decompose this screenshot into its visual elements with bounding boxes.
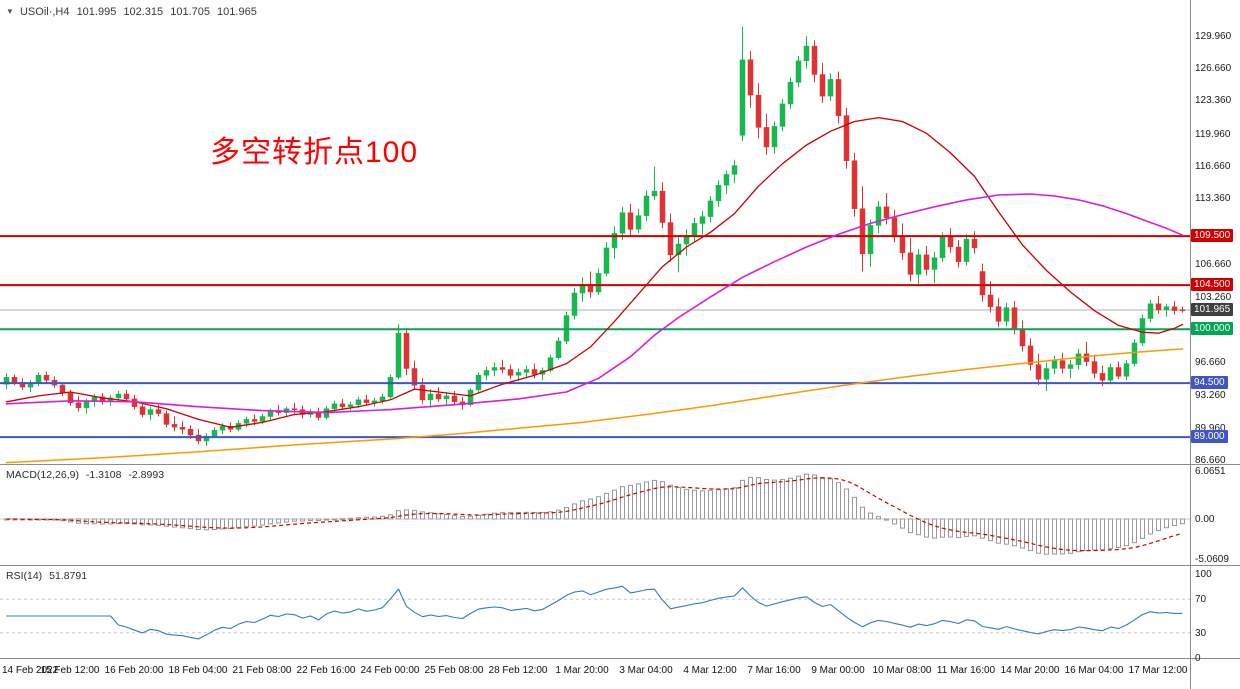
axis-tick-label: 126.660 (1195, 63, 1232, 74)
axis-tick-label: 129.960 (1195, 31, 1232, 42)
rsi-indicator-label: RSI(14) 51.8791 (6, 570, 87, 582)
horizontal-lines (0, 235, 1190, 439)
time-axis-label: 7 Mar 16:00 (747, 665, 801, 676)
axis-tick-label: 103.260 (1195, 292, 1232, 303)
chart-dropdown-icon[interactable]: ▼ (6, 7, 14, 16)
panel-separator[interactable] (0, 565, 1240, 566)
time-axis-label: 24 Feb 00:00 (360, 665, 420, 676)
time-axis-label: 9 Mar 00:00 (811, 665, 865, 676)
macd-indicator-label: MACD(12,26,9) -1.3108 -2.8993 (6, 469, 164, 481)
axis-tick-label: 0.00 (1195, 514, 1215, 525)
axis-border (1190, 0, 1191, 689)
price-badge: 104.500 (1191, 278, 1234, 291)
symbol-timeframe-label: USOil·,H4 (19, 6, 70, 18)
axis-tick-label: 0 (1195, 653, 1201, 664)
time-axis-label: 15 Feb 12:00 (40, 665, 100, 676)
macd-signal-line (6, 477, 1183, 552)
time-axis-label: 25 Feb 08:00 (424, 665, 484, 676)
axis-tick-label: -5.0609 (1195, 554, 1229, 565)
ohlc-high: 102.315 (123, 6, 164, 18)
price-badge: 101.965 (1191, 303, 1234, 316)
axis-tick-label: 70 (1195, 594, 1207, 605)
axis-tick-label: 123.360 (1195, 95, 1232, 106)
ma-slow (5, 348, 1184, 464)
ma-mid (5, 193, 1184, 414)
axis-tick-label: 6.0651 (1195, 466, 1226, 477)
panel-separator[interactable] (0, 464, 1240, 465)
macd-name: MACD(12,26,9) (6, 469, 79, 481)
time-axis-label: 11 Mar 16:00 (936, 665, 996, 676)
rsi-value: 51.8791 (49, 570, 88, 582)
price-badge: 100.000 (1191, 322, 1234, 335)
time-axis[interactable]: 14 Feb 2022 15 Feb 12:00 16 Feb 20:00 18 Fe… (0, 659, 1190, 689)
chart-header: ▼ USOil·,H4 101.995 102.315 101.705 101.… (6, 6, 257, 18)
macd-value-signal: -2.8993 (128, 469, 165, 481)
axis-tick-label: 119.960 (1195, 129, 1231, 140)
axis-tick-label: 30 (1195, 628, 1207, 639)
price-chart-canvas[interactable] (0, 0, 1190, 464)
axis-tick-label: 100 (1195, 569, 1212, 580)
time-axis-label: 21 Feb 08:00 (232, 665, 292, 676)
rsi-name: RSI(14) (6, 570, 43, 582)
rsi-panel-canvas[interactable] (0, 566, 1190, 658)
time-axis-label: 17 Mar 12:00 (1128, 665, 1188, 676)
axis-tick-label: 106.660 (1195, 259, 1232, 270)
chart-annotation-text: 多空转折点100 (210, 136, 419, 169)
axis-tick-label: 113.360 (1195, 193, 1231, 204)
axis-tick-label: 96.660 (1195, 357, 1226, 368)
price-badge: 94.500 (1191, 376, 1228, 389)
moving-averages (5, 116, 1184, 464)
ma-fast (5, 116, 1184, 428)
rsi-line (6, 585, 1183, 640)
ohlc-close: 101.965 (217, 6, 257, 18)
time-axis-label: 14 Mar 20:00 (1000, 665, 1060, 676)
time-axis-label: 10 Mar 08:00 (872, 665, 932, 676)
time-axis-label: 4 Mar 12:00 (683, 665, 737, 676)
axis-tick-label: 86.660 (1195, 455, 1226, 466)
macd-value-main: -1.3108 (85, 469, 122, 481)
axis-tick-label: 89.960 (1195, 423, 1226, 434)
price-badge: 109.500 (1191, 229, 1234, 242)
axis-tick-label: 116.660 (1195, 161, 1231, 172)
macd-histogram (4, 473, 1185, 555)
panel-separator (0, 658, 1240, 659)
time-axis-label: 1 Mar 20:00 (555, 665, 609, 676)
ohlc-open: 101.995 (76, 6, 117, 18)
time-axis-label: 22 Feb 16:00 (296, 665, 356, 676)
time-axis-label: 16 Mar 04:00 (1064, 665, 1124, 676)
time-axis-label: 28 Feb 12:00 (488, 665, 548, 676)
time-axis-label: 3 Mar 04:00 (619, 665, 673, 676)
price-badge: 89.000 (1191, 430, 1228, 443)
ohlc-low: 101.705 (170, 6, 210, 18)
time-axis-label: 16 Feb 20:00 (104, 665, 164, 676)
time-axis-label: 14 Feb 2022 (2, 665, 59, 676)
price-axis[interactable]: 129.960 126.660 123.360 119.960 116.660 113.3… (1191, 0, 1240, 689)
macd-panel-canvas[interactable] (0, 465, 1190, 565)
axis-tick-label: 93.260 (1195, 390, 1226, 401)
time-axis-label: 18 Feb 04:00 (168, 665, 228, 676)
